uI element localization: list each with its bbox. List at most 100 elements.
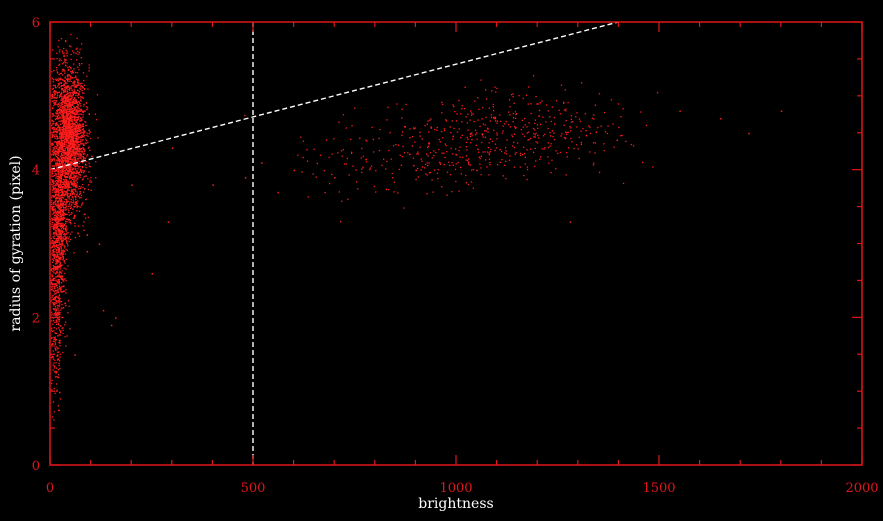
data-point (65, 121, 67, 123)
data-point (455, 153, 457, 156)
data-point (577, 148, 579, 150)
data-point (78, 210, 81, 212)
data-point (62, 113, 64, 115)
data-point (61, 122, 64, 125)
data-point (383, 158, 385, 160)
data-point (76, 84, 79, 86)
data-point (65, 125, 67, 127)
data-point (58, 219, 61, 221)
data-point (75, 112, 78, 115)
data-point (63, 180, 65, 183)
data-point (56, 71, 58, 73)
data-point (57, 260, 59, 262)
data-point (52, 121, 55, 123)
data-point (84, 175, 86, 177)
data-point (55, 79, 58, 81)
data-point (60, 230, 62, 232)
data-point (55, 276, 57, 278)
data-point (102, 309, 105, 312)
data-point (69, 238, 72, 241)
data-point (65, 109, 68, 112)
data-point (56, 221, 59, 223)
data-point (476, 138, 478, 140)
data-point (502, 175, 504, 177)
data-point (62, 253, 64, 255)
data-point (66, 115, 68, 117)
data-point (61, 168, 63, 170)
data-point (82, 123, 84, 125)
data-point (57, 220, 60, 222)
data-point (88, 67, 90, 69)
data-point (56, 351, 59, 353)
data-point (72, 94, 74, 96)
data-point (59, 123, 62, 125)
data-point (72, 71, 74, 73)
data-point (64, 183, 66, 185)
data-point (341, 200, 343, 202)
data-point (60, 309, 62, 311)
data-point (85, 142, 87, 144)
data-point (53, 290, 55, 292)
data-point (67, 193, 69, 195)
data-point (62, 168, 64, 170)
data-point (167, 221, 170, 223)
data-point (525, 94, 528, 96)
data-point (73, 180, 75, 182)
data-point (55, 321, 58, 323)
data-point (51, 344, 53, 346)
data-point (60, 162, 63, 165)
data-point (396, 103, 398, 105)
data-point (59, 339, 61, 341)
data-point (58, 253, 60, 256)
data-point (490, 148, 492, 150)
data-point (61, 133, 64, 135)
data-point (68, 113, 70, 115)
data-point (75, 142, 78, 144)
data-point (59, 161, 61, 163)
data-point (52, 323, 54, 325)
data-point (62, 89, 64, 92)
data-point (60, 191, 62, 194)
data-point (63, 83, 66, 85)
data-point (66, 92, 68, 94)
data-point (64, 87, 66, 89)
data-point (62, 332, 64, 335)
data-point (61, 138, 63, 140)
data-point (65, 168, 67, 170)
data-point (59, 236, 61, 238)
data-point (62, 96, 64, 98)
data-point (54, 291, 56, 293)
data-point (56, 225, 58, 227)
data-point (55, 102, 57, 104)
data-point (351, 125, 353, 127)
data-point (59, 133, 61, 135)
data-point (53, 253, 55, 255)
data-point (62, 149, 64, 151)
data-point (65, 225, 67, 227)
data-point (461, 134, 463, 136)
data-point (63, 128, 65, 130)
data-point (345, 127, 347, 129)
data-point (57, 177, 59, 180)
data-point (68, 119, 70, 121)
data-point (575, 116, 577, 118)
data-point (50, 382, 53, 384)
data-point (65, 206, 67, 208)
data-point (62, 131, 64, 133)
data-point (563, 137, 565, 139)
data-point (95, 119, 98, 121)
x-axis-title: brightness (418, 496, 493, 512)
data-point (63, 215, 65, 217)
data-point (69, 221, 71, 224)
data-point (53, 79, 55, 81)
data-point (51, 136, 53, 139)
data-point (52, 191, 54, 193)
data-point (480, 79, 482, 81)
data-point (59, 356, 61, 358)
data-point (63, 90, 65, 92)
data-point (55, 110, 58, 112)
data-point (64, 179, 66, 181)
data-point (509, 126, 512, 128)
data-point (65, 88, 67, 91)
data-point (489, 151, 491, 153)
